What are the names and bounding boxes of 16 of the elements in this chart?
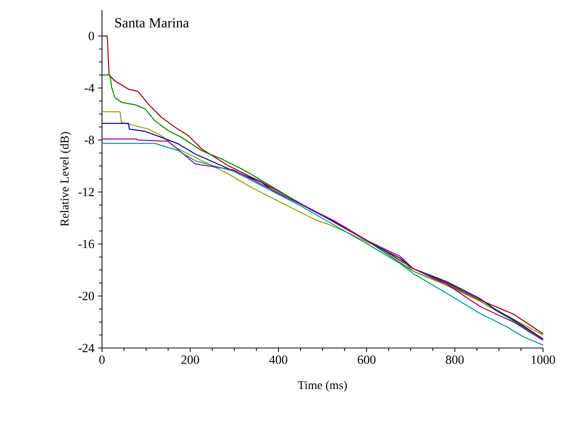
y-tick-label: -20 xyxy=(78,292,94,300)
y-tick-label: -24 xyxy=(78,344,94,352)
chart-title: Santa Marina xyxy=(115,18,189,28)
x-tick-label: 200 xyxy=(181,356,200,364)
y-tick-label: 0 xyxy=(88,32,94,40)
y-tick-label: -4 xyxy=(84,84,94,92)
y-tick-label: -12 xyxy=(78,188,94,196)
x-tick-label: 1000 xyxy=(532,356,555,364)
y-tick-label: -16 xyxy=(78,240,94,248)
x-tick-label: 400 xyxy=(269,356,288,364)
x-tick-label: 0 xyxy=(99,356,105,364)
y-tick-label: -8 xyxy=(84,136,94,144)
x-tick-label: 800 xyxy=(446,356,464,364)
x-axis-title: Time (ms) xyxy=(298,380,347,392)
y-axis-title: Relative Level (dB) xyxy=(60,132,72,226)
x-tick-label: 600 xyxy=(358,356,376,364)
